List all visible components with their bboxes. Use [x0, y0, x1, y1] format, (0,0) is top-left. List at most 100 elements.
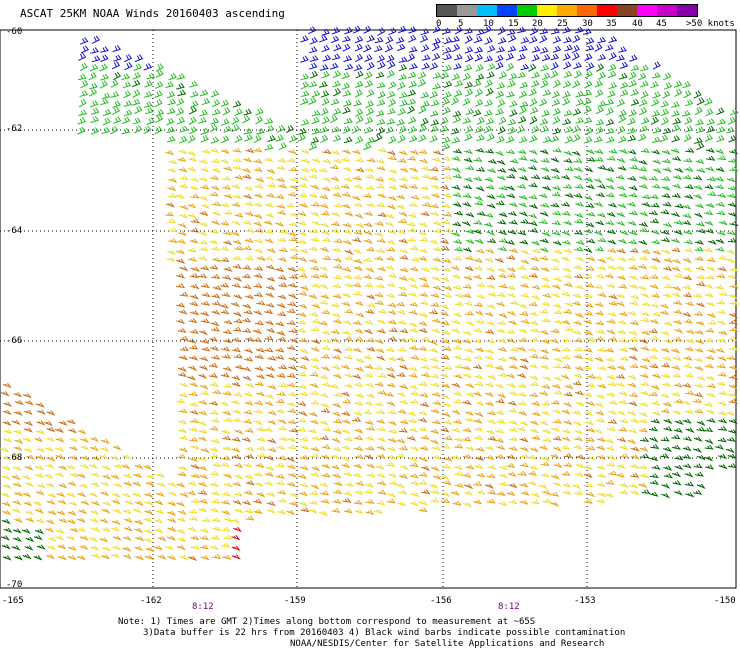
wind-barb	[231, 518, 241, 524]
wind-barb	[639, 211, 649, 217]
wind-barb	[509, 248, 519, 254]
wind-barb	[519, 462, 529, 468]
wind-barb	[474, 374, 484, 380]
wind-barb	[528, 213, 538, 219]
wind-barb	[155, 491, 165, 498]
wind-barb	[112, 116, 122, 124]
wind-barb	[278, 228, 288, 234]
wind-barb	[441, 143, 451, 151]
wind-barb	[639, 364, 649, 370]
wind-barb	[366, 136, 376, 144]
wind-barb	[550, 27, 560, 35]
wind-barb	[77, 126, 86, 135]
wind-barb	[660, 453, 670, 459]
wind-barb	[332, 411, 342, 417]
wind-barb	[111, 499, 121, 505]
wind-barb	[112, 71, 122, 81]
wind-barb	[550, 399, 560, 405]
wind-barb	[649, 210, 659, 216]
wind-barb	[179, 266, 189, 272]
wind-barb	[388, 472, 398, 479]
wind-barb	[607, 265, 617, 271]
wind-barb	[343, 508, 353, 514]
wind-barb	[672, 285, 682, 292]
wind-barb	[243, 490, 254, 496]
wind-barb	[267, 135, 276, 142]
wind-barb	[605, 479, 615, 485]
wind-barb	[278, 247, 288, 253]
wind-barb	[79, 535, 89, 541]
wind-barb	[484, 99, 493, 107]
wind-barb	[143, 464, 153, 470]
wind-barb	[574, 365, 585, 372]
wind-barb	[529, 311, 539, 317]
wind-barb	[682, 220, 692, 226]
wind-barb	[673, 490, 683, 496]
wind-barb	[595, 402, 605, 408]
wind-barb	[728, 185, 738, 191]
wind-barb	[343, 336, 353, 342]
wind-barb	[366, 202, 376, 208]
wind-barb	[443, 456, 453, 462]
wind-barb	[223, 534, 233, 540]
wind-barb	[44, 473, 54, 480]
wind-barb	[79, 544, 89, 551]
wind-barb	[531, 294, 541, 301]
wind-barb	[332, 473, 342, 479]
wind-barb	[485, 148, 495, 154]
wind-barb	[640, 274, 650, 280]
wind-barb	[451, 43, 461, 53]
lon-label-159: -159	[284, 596, 306, 606]
wind-barb	[211, 201, 221, 207]
wind-barb	[256, 492, 266, 498]
wind-barb	[561, 230, 571, 237]
wind-barb	[663, 283, 673, 289]
wind-barb	[187, 213, 197, 219]
wind-barb	[14, 400, 24, 406]
wind-barb	[440, 184, 450, 191]
wind-barb	[77, 527, 87, 533]
wind-barb	[660, 393, 670, 399]
wind-barb	[330, 464, 341, 470]
wind-barb	[484, 355, 494, 361]
wind-barb	[190, 193, 200, 199]
wind-barb	[409, 245, 419, 251]
wind-barb	[520, 453, 530, 459]
wind-barb	[627, 220, 637, 227]
wind-barb	[542, 437, 552, 443]
wind-barb	[176, 238, 186, 245]
wind-barb	[594, 156, 604, 162]
wind-barb	[608, 82, 618, 90]
wind-barb	[12, 465, 22, 472]
wind-barb	[465, 229, 475, 235]
wind-barb	[564, 44, 573, 52]
wind-barb	[321, 237, 332, 243]
wind-barb	[353, 99, 362, 107]
wind-barb	[583, 273, 593, 279]
wind-barb	[528, 470, 538, 476]
wind-barb	[233, 276, 243, 282]
wind-barb	[179, 204, 189, 211]
wind-barb	[341, 463, 351, 469]
wind-barb	[309, 167, 319, 173]
wind-barb	[406, 435, 416, 441]
wind-barb	[652, 249, 662, 256]
wind-barb	[520, 259, 530, 265]
wind-barb	[167, 526, 177, 532]
wind-barb	[311, 318, 321, 324]
wind-barb	[508, 446, 518, 452]
wind-barb	[473, 176, 483, 182]
wind-barb	[264, 335, 274, 341]
wind-barb	[684, 116, 693, 125]
wind-barb	[662, 158, 672, 164]
wind-barb	[483, 222, 494, 228]
wind-barb	[409, 398, 419, 404]
wind-barb	[440, 304, 450, 310]
wind-barb	[440, 320, 450, 326]
wind-barb	[608, 300, 618, 306]
wind-barb	[80, 463, 90, 470]
wind-barb	[355, 222, 365, 229]
wind-barb	[189, 80, 198, 88]
wind-barb	[112, 100, 121, 108]
wind-barb	[473, 364, 483, 370]
